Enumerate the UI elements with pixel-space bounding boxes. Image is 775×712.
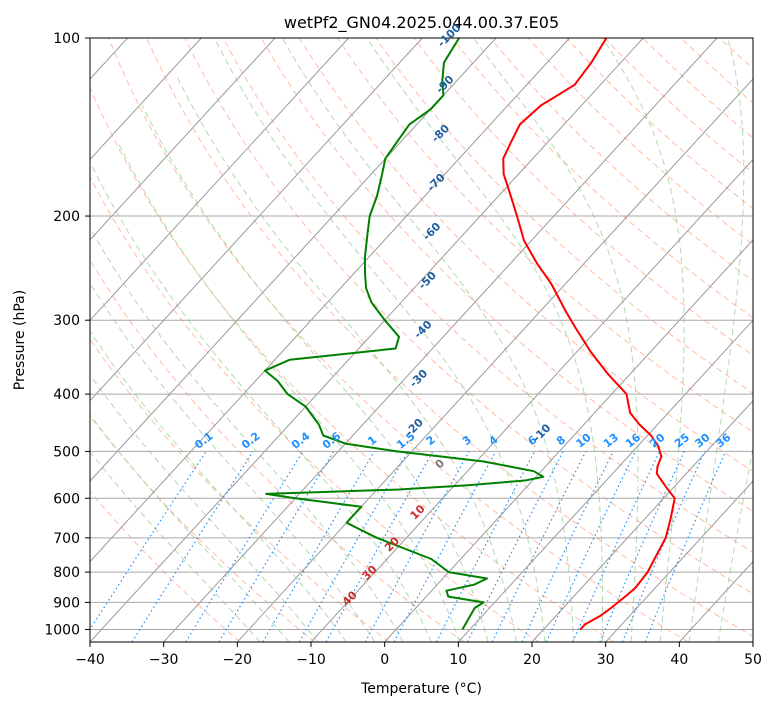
y-tick-label: 100 xyxy=(53,31,80,47)
y-tick-label: 400 xyxy=(53,387,80,403)
y-tick-label: 300 xyxy=(53,313,80,329)
chart-title: wetPf2_GN04.2025.044.00.37.E05 xyxy=(284,13,559,33)
x-tick-label: −40 xyxy=(75,652,105,668)
x-tick-label: 20 xyxy=(523,652,541,668)
y-tick-label: 600 xyxy=(53,491,80,507)
y-tick-label: 800 xyxy=(53,565,80,581)
y-tick-label: 900 xyxy=(53,595,80,611)
x-tick-label: 40 xyxy=(670,652,688,668)
x-tick-label: −10 xyxy=(296,652,326,668)
x-tick-label: 10 xyxy=(449,652,467,668)
x-axis-label: Temperature (°C) xyxy=(360,681,482,697)
y-tick-label: 1000 xyxy=(44,622,80,638)
x-tick-label: −30 xyxy=(149,652,179,668)
x-tick-label: 50 xyxy=(744,652,762,668)
x-tick-label: 30 xyxy=(597,652,615,668)
x-tick-label: −20 xyxy=(223,652,253,668)
y-axis-label: Pressure (hPa) xyxy=(12,290,28,390)
y-tick-label: 500 xyxy=(53,444,80,460)
x-tick-label: 0 xyxy=(380,652,389,668)
y-tick-label: 700 xyxy=(53,531,80,547)
y-tick-label: 200 xyxy=(53,209,80,225)
